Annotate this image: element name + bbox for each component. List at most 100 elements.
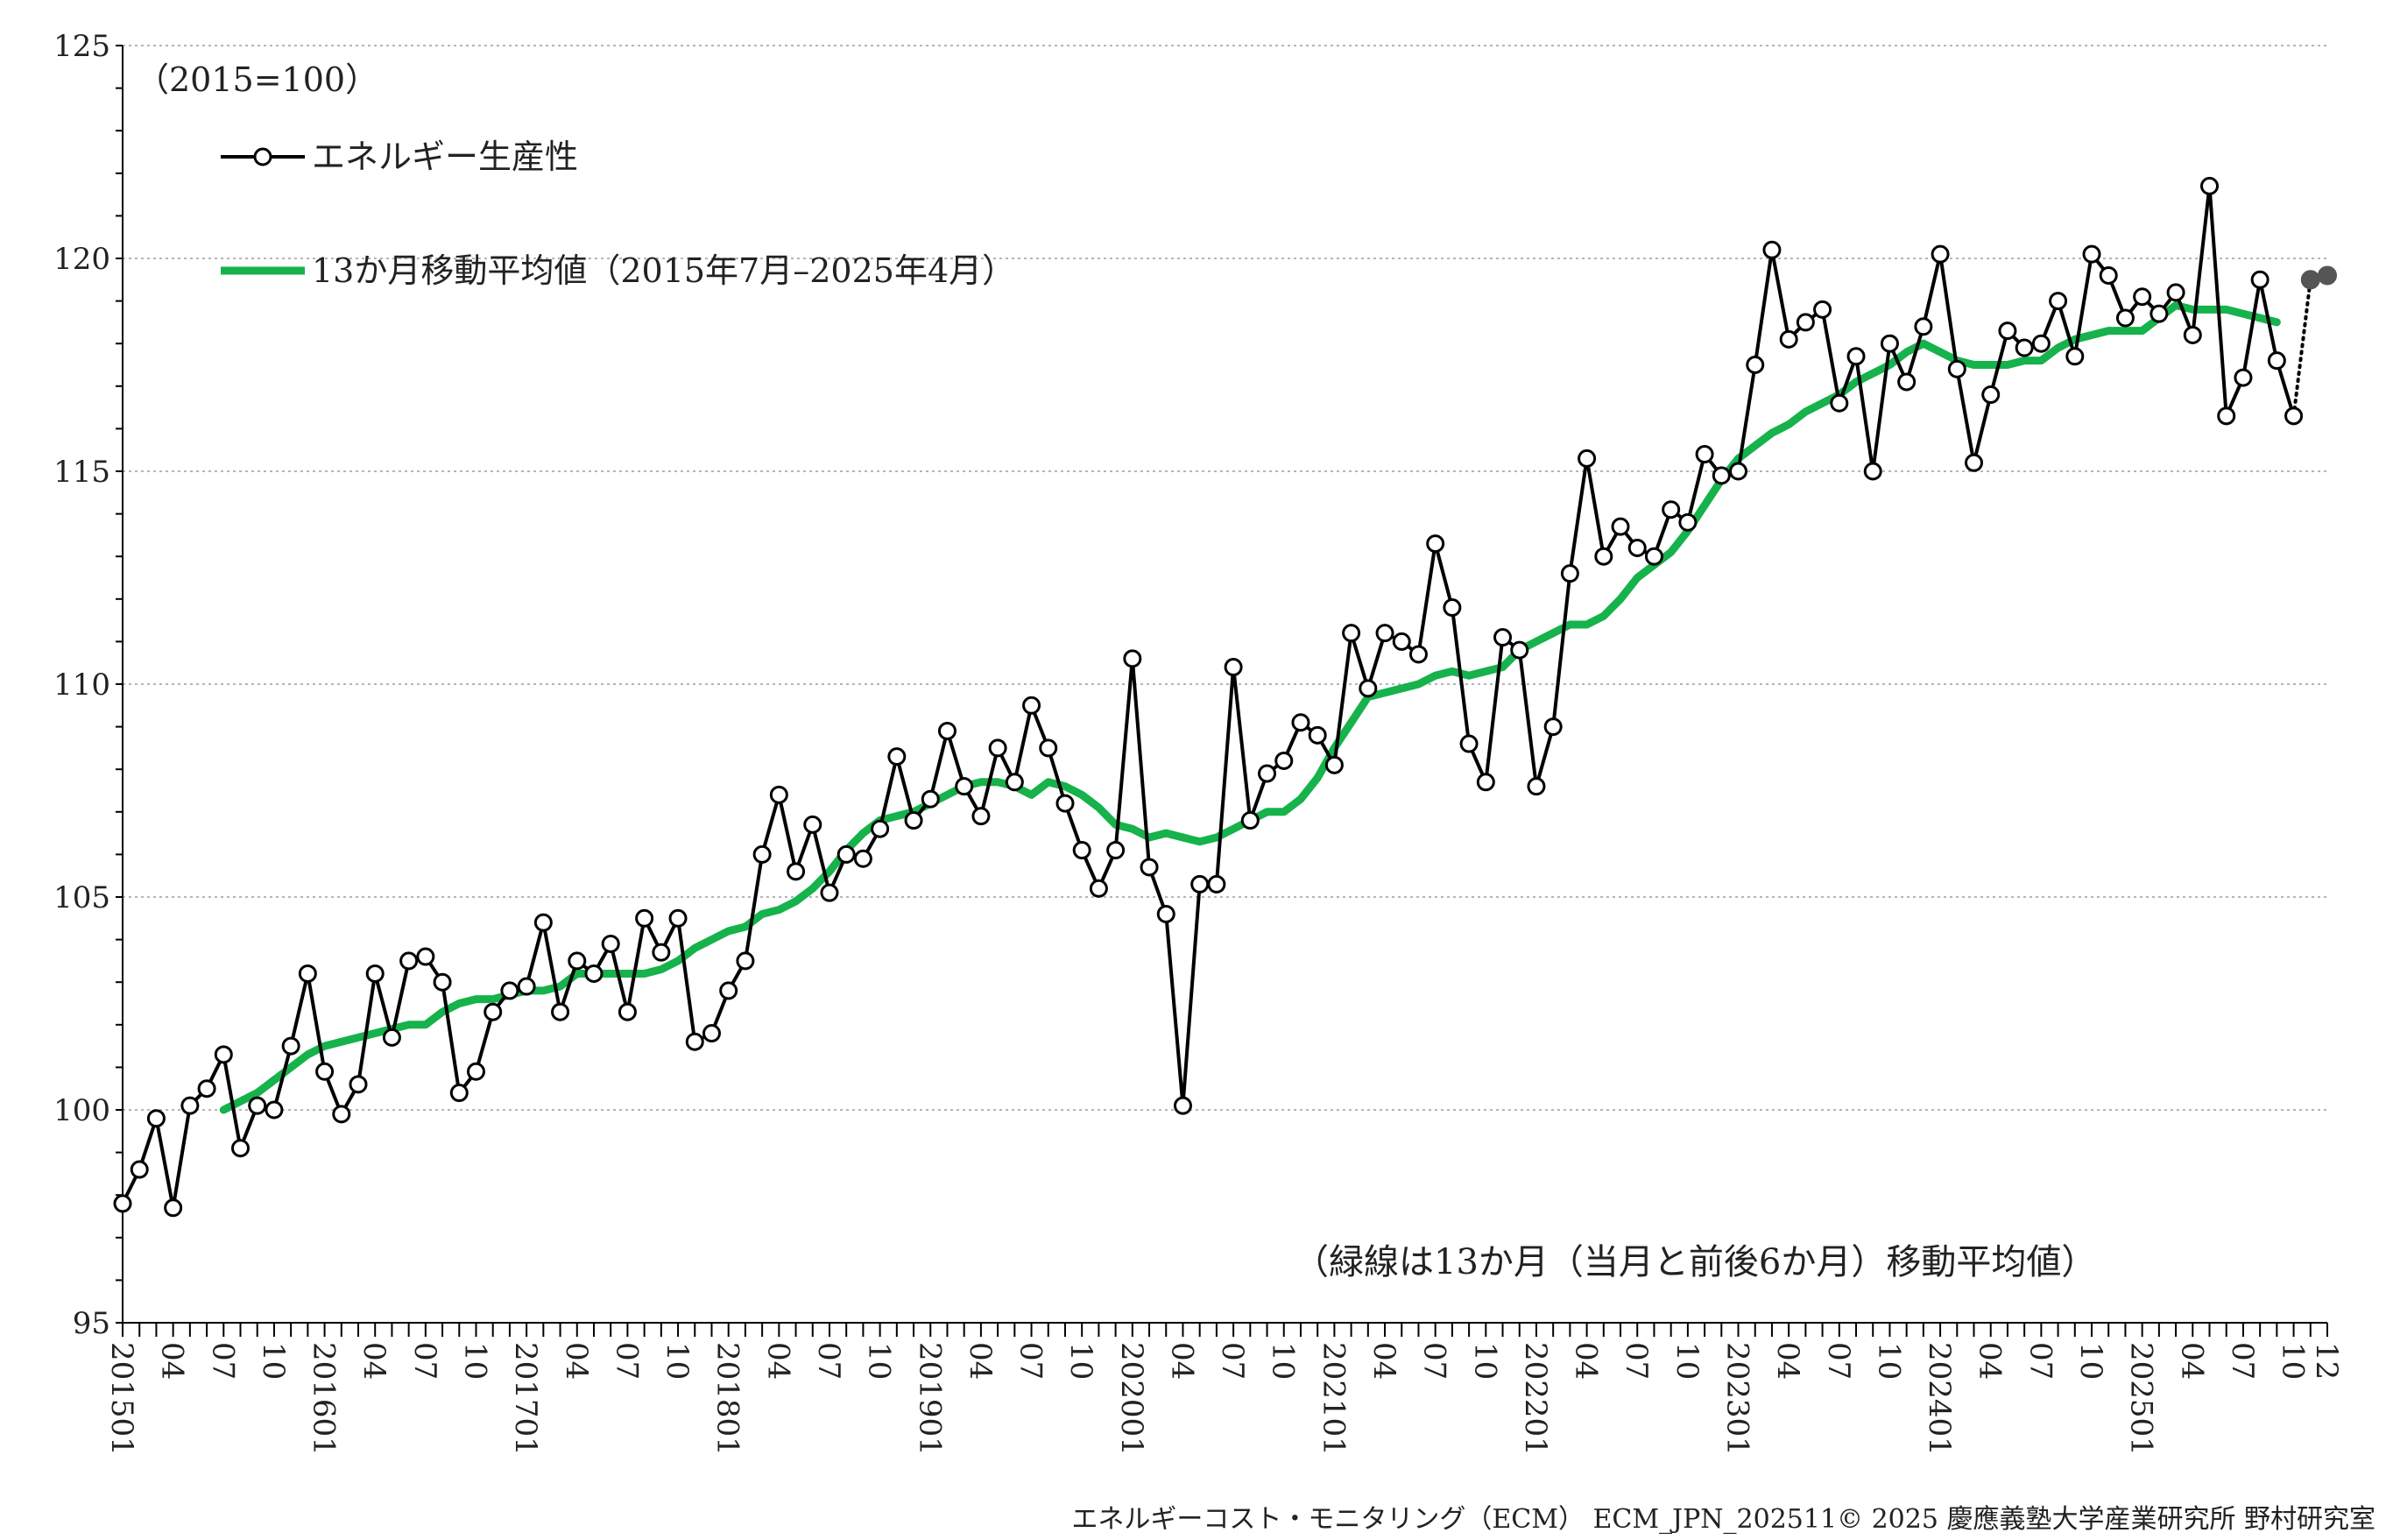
data-point-energy: [2065, 347, 2085, 366]
data-point-energy: [921, 789, 940, 809]
data-point-energy: [113, 1194, 132, 1213]
data-point-energy: [315, 1062, 335, 1081]
data-point-energy: [1662, 500, 1681, 519]
x-tick-label: 04: [559, 1342, 594, 1380]
data-point-energy: [652, 943, 671, 962]
data-point-energy: [484, 1002, 503, 1021]
data-point-energy: [164, 1198, 183, 1218]
legend-marker-energy: [253, 147, 272, 166]
data-point-energy: [1863, 462, 1882, 481]
data-point-energy: [787, 862, 806, 881]
data-point-energy: [214, 1045, 233, 1064]
data-point-energy: [1965, 453, 1984, 472]
data-point-energy: [2267, 351, 2286, 371]
gridlines: [123, 45, 2327, 1111]
data-point-energy: [230, 1139, 250, 1158]
data-point-energy: [2049, 292, 2068, 311]
x-tick-label: 10: [256, 1342, 291, 1380]
x-tick-label: 10: [2276, 1342, 2311, 1380]
data-point-energy: [2031, 334, 2051, 353]
data-point-energy: [769, 785, 788, 804]
data-point-energy: [1627, 538, 1647, 557]
data-point-energy: [2183, 325, 2202, 344]
data-point-energy: [1342, 624, 1361, 643]
data-point-energy: [1560, 564, 1579, 583]
data-point-energy: [1813, 300, 1832, 319]
text-layer: （2015=100） エネルギー生産性 13か月移動平均値（2015年7月–20…: [136, 60, 2375, 1535]
x-tick-label: 04: [1366, 1342, 1401, 1380]
y-tick-label: 100: [53, 1093, 110, 1128]
data-point-energy: [635, 908, 654, 928]
data-point-energy: [551, 1002, 570, 1021]
x-tick-label: 04: [155, 1342, 190, 1380]
data-point-energy: [466, 1062, 485, 1081]
data-point-energy: [853, 849, 872, 868]
data-point-energy: [1830, 393, 1849, 413]
data-point-energy: [1106, 841, 1126, 860]
data-point-energy: [1022, 696, 1041, 715]
y-tick-label: 120: [53, 242, 110, 277]
data-point-energy: [820, 883, 839, 902]
data-point-energy: [618, 1002, 637, 1021]
data-point-energy: [1880, 334, 1899, 353]
x-tick-label: 202401: [1922, 1342, 1957, 1456]
unit-label: （2015=100）: [136, 60, 378, 99]
y-tick-label: 110: [53, 668, 110, 703]
x-tick-label: 07: [1215, 1342, 1250, 1380]
data-point-energy: [1594, 547, 1613, 566]
data-point-energy: [668, 908, 688, 928]
data-point-energy: [1291, 713, 1310, 732]
x-tick-label: 202001: [1114, 1342, 1149, 1456]
data-point-energy: [2200, 176, 2220, 195]
x-tick-label: 07: [1417, 1342, 1452, 1380]
data-point-energy: [837, 844, 856, 864]
data-point-energy: [1005, 773, 1024, 792]
data-point-energy: [2115, 308, 2135, 328]
x-tick-label: 07: [407, 1342, 442, 1380]
data-point-energy: [332, 1105, 351, 1124]
data-point-energy: [601, 934, 620, 953]
data-point-energy: [517, 977, 536, 996]
projection-connector: [2291, 278, 2312, 418]
data-point-energy: [1846, 347, 1866, 366]
data-point-energy: [197, 1079, 216, 1098]
x-tick-label: 202201: [1518, 1342, 1553, 1456]
data-point-energy: [752, 844, 772, 864]
x-tick-label: 04: [356, 1342, 392, 1380]
data-point-energy: [2082, 244, 2101, 264]
data-point-energy: [449, 1084, 469, 1103]
x-tick-label: 10: [862, 1342, 897, 1380]
data-point-energy: [1510, 640, 1529, 660]
x-tick-label: 07: [609, 1342, 644, 1380]
x-tick-label: 07: [1013, 1342, 1048, 1380]
data-point-energy: [2150, 304, 2169, 323]
data-point-energy: [1543, 717, 1563, 737]
x-tick-label: 07: [2022, 1342, 2058, 1380]
x-tick-label: 201601: [307, 1342, 342, 1456]
data-point-energy: [1156, 904, 1175, 923]
data-point-energy: [1089, 879, 1108, 898]
data-point-energy: [1678, 512, 1698, 532]
x-tick-label: 10: [1871, 1342, 1906, 1380]
x-tick-label: 10: [1266, 1342, 1301, 1380]
data-point-energy: [365, 964, 385, 983]
data-point-energy: [871, 819, 890, 838]
data-point-energy: [1190, 874, 1210, 894]
data-point-energy: [248, 1096, 267, 1115]
x-tick-label: 12: [2309, 1342, 2344, 1380]
x-tick-label: 04: [2174, 1342, 2209, 1380]
data-point-energy: [1931, 244, 1950, 264]
data-point-energy: [1055, 794, 1075, 813]
legend-label-moving-average: 13か月移動平均値（2015年7月–2025年4月）: [312, 251, 1015, 290]
x-tick-label: 07: [1821, 1342, 1856, 1380]
x-tick-label: 201801: [710, 1342, 745, 1456]
x-tick-label: 202301: [1720, 1342, 1755, 1456]
data-point-energy: [130, 1160, 149, 1179]
data-point-energy: [1981, 385, 2001, 405]
data-point-energy: [1527, 777, 1546, 796]
legend: エネルギー生産性 13か月移動平均値（2015年7月–2025年4月）: [221, 138, 1015, 290]
x-tick-label: 04: [760, 1342, 795, 1380]
y-tick-label: 105: [53, 880, 110, 915]
